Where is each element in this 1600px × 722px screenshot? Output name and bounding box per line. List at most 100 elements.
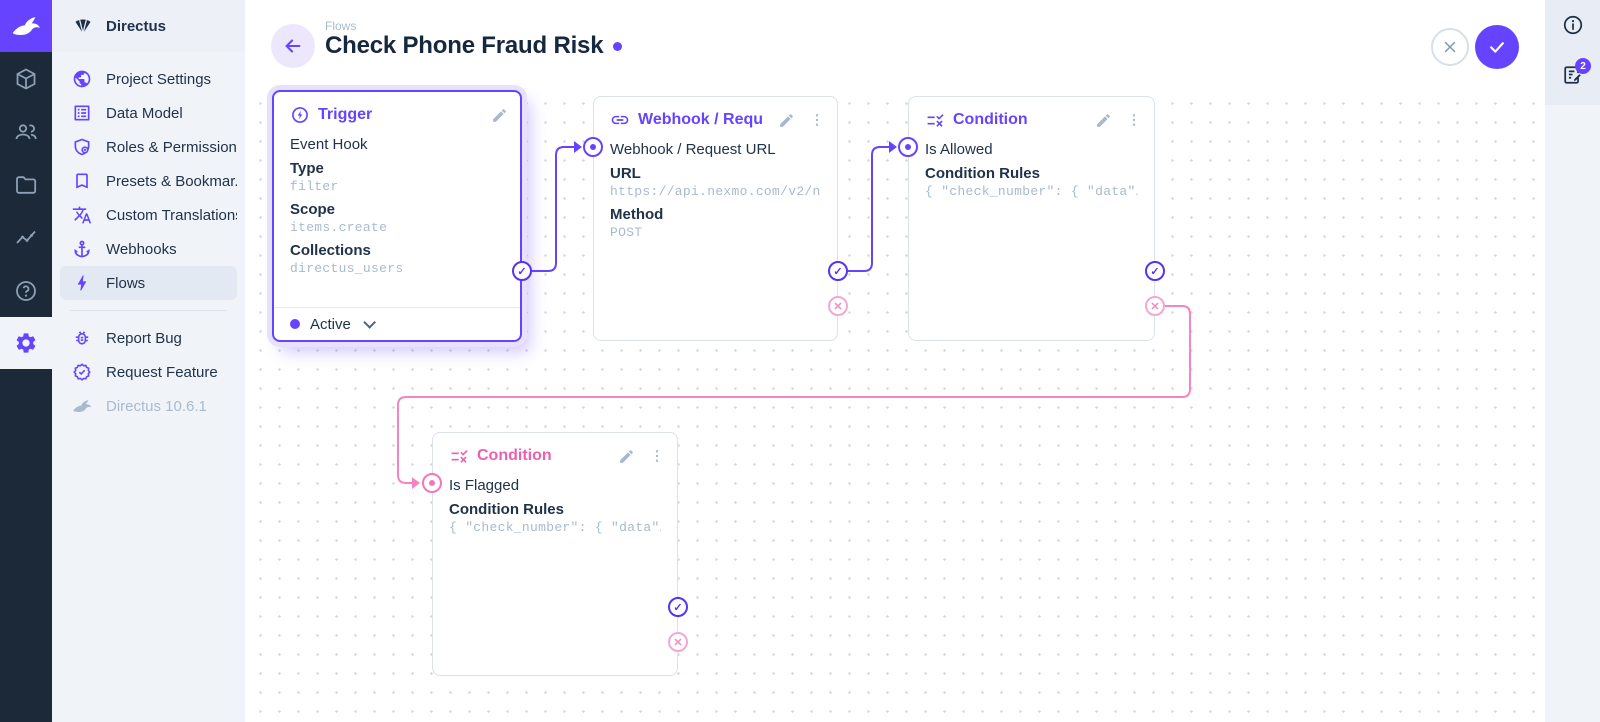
kebab-menu-icon[interactable] — [649, 448, 665, 464]
field-value: directus_users — [290, 261, 404, 276]
trigger-bolt-icon — [290, 105, 310, 125]
field-value: items.create — [290, 220, 388, 235]
bug-icon — [70, 326, 94, 350]
breadcrumb[interactable]: Flows — [325, 19, 357, 33]
sidebar-item-label: Project Settings — [106, 70, 212, 88]
sidebar-item-presets-bookmarks[interactable]: Presets & Bookmar... — [60, 164, 237, 198]
directus-logo[interactable] — [0, 0, 52, 52]
status-dot — [290, 319, 300, 329]
save-button[interactable] — [1475, 25, 1519, 69]
nav-divider — [70, 310, 227, 311]
condition-allowed-reject-connector[interactable]: ✕ — [1145, 296, 1165, 316]
cube-icon — [16, 67, 36, 90]
condition-flagged-reject-connector[interactable]: ✕ — [668, 632, 688, 652]
panel-title: Condition — [477, 447, 552, 464]
sidebar-item-label: Presets & Bookmar... — [106, 172, 237, 190]
field-label: Method — [610, 206, 664, 223]
cancel-button[interactable] — [1431, 28, 1469, 66]
webhook-input-connector[interactable] — [583, 137, 603, 157]
condition-flagged-panel[interactable]: Condition Is Flagged Condition Rules { "… — [432, 432, 678, 676]
sidebar-item-label: Data Model — [106, 104, 183, 122]
trigger-panel[interactable]: Trigger Event Hook Type filter Scope ite… — [272, 90, 522, 342]
flow-editor: Flows Check Phone Fraud Risk Trigger — [245, 0, 1545, 722]
edit-icon[interactable] — [1095, 112, 1112, 129]
kebab-menu-icon[interactable] — [1126, 112, 1142, 128]
webhook-reject-connector[interactable]: ✕ — [828, 296, 848, 316]
operation-name: Webhook / Request URL — [610, 141, 776, 158]
notification-badge: 2 — [1575, 58, 1591, 74]
insights-icon — [16, 230, 36, 244]
page-title: Check Phone Fraud Risk — [325, 32, 604, 59]
info-sidebar-button[interactable] — [1545, 0, 1600, 50]
rule-icon — [925, 110, 945, 130]
webhook-resolve-connector[interactable]: ✓ — [828, 261, 848, 281]
kebab-menu-icon[interactable] — [809, 112, 825, 128]
sidebar-item-label: Report Bug — [106, 329, 182, 347]
arrow-left-icon — [285, 39, 301, 53]
operation-name: Is Flagged — [449, 477, 520, 494]
edit-icon[interactable] — [618, 448, 635, 465]
trigger-name: Event Hook — [290, 136, 368, 153]
info-icon — [1563, 15, 1582, 35]
condition-allowed-input-connector[interactable] — [898, 137, 918, 157]
help-icon — [16, 280, 36, 301]
nav-sidebar: Directus Project Settings Data Model Rol… — [52, 0, 245, 722]
anchor-icon — [70, 237, 94, 261]
condition-allowed-resolve-connector[interactable]: ✓ — [1145, 261, 1165, 281]
sidebar-item-webhooks[interactable]: Webhooks — [60, 232, 237, 266]
module-help[interactable] — [0, 264, 52, 317]
module-settings[interactable] — [0, 317, 52, 369]
module-files[interactable] — [0, 158, 52, 211]
rule-icon — [449, 446, 469, 466]
bolt-icon — [70, 271, 94, 295]
field-value: { "check_number": { "data"… — [925, 184, 1138, 199]
sidebar-item-project-settings[interactable]: Project Settings — [60, 62, 237, 96]
field-label: Collections — [290, 242, 371, 259]
chevron-down-icon — [363, 315, 376, 329]
trigger-resolve-connector[interactable]: ✓ — [512, 261, 532, 281]
sidebar-item-roles-permissions[interactable]: Roles & Permissions — [60, 130, 237, 164]
panel-title: Condition — [953, 111, 1028, 128]
sidebar-item-custom-translations[interactable]: Custom Translations — [60, 198, 237, 232]
flow-status-toggle[interactable]: Active — [274, 307, 520, 340]
shield-icon — [70, 135, 94, 159]
sidebar-item-request-feature[interactable]: Request Feature — [60, 355, 237, 389]
right-sidebar: 2 — [1545, 0, 1600, 722]
field-value: filter — [290, 179, 339, 194]
field-label: Condition Rules — [925, 165, 1040, 182]
project-chooser[interactable]: Directus — [52, 0, 245, 52]
notifications-button[interactable]: 2 — [1545, 50, 1600, 100]
webhook-panel[interactable]: Webhook / Request U Webhook / Request UR… — [593, 96, 838, 341]
sidebar-item-label: Request Feature — [106, 363, 218, 381]
condition-allowed-panel[interactable]: Condition Is Allowed Condition Rules { "… — [908, 96, 1155, 341]
field-value: POST — [610, 225, 643, 240]
gear-icon — [16, 333, 36, 353]
globe-icon — [70, 67, 94, 91]
condition-flagged-input-connector[interactable] — [422, 473, 442, 493]
module-insights[interactable] — [0, 211, 52, 264]
check-icon — [1490, 42, 1504, 53]
module-content[interactable] — [0, 52, 52, 105]
panel-title: Webhook / Request U — [638, 111, 762, 128]
sidebar-item-report-bug[interactable]: Report Bug — [60, 321, 237, 355]
sidebar-item-flows[interactable]: Flows — [60, 266, 237, 300]
sidebar-version: Directus 10.6.1 — [60, 389, 237, 423]
field-value: https://api.nexmo.com/v2/ni — [610, 184, 821, 199]
folder-icon — [16, 175, 37, 194]
sidebar-item-data-model[interactable]: Data Model — [60, 96, 237, 130]
edit-icon[interactable] — [778, 112, 795, 129]
condition-flagged-resolve-connector[interactable]: ✓ — [668, 597, 688, 617]
back-button[interactable] — [271, 24, 315, 68]
rabbit-small-icon — [70, 394, 94, 418]
edit-icon[interactable] — [491, 107, 508, 124]
close-icon — [1444, 41, 1456, 53]
sidebar-item-label: Roles & Permissions — [106, 138, 237, 156]
bookmark-icon — [70, 169, 94, 193]
field-label: Scope — [290, 201, 336, 218]
project-fan-icon — [75, 19, 91, 34]
field-label: Condition Rules — [449, 501, 564, 518]
module-users[interactable] — [0, 105, 52, 158]
panel-title: Trigger — [318, 106, 373, 123]
module-bar — [0, 0, 52, 722]
list-alt-icon — [70, 101, 94, 125]
